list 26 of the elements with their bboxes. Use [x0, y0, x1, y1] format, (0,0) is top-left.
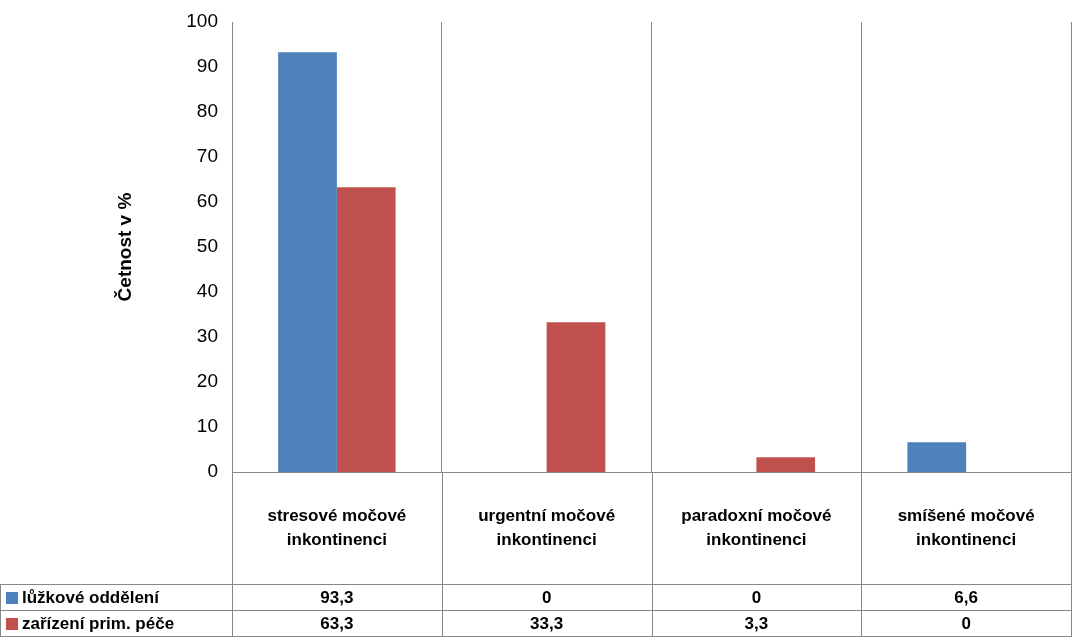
y-tick-label: 20 [196, 370, 218, 392]
y-tick-label: 30 [196, 325, 218, 347]
y-tick-label: 60 [196, 190, 218, 212]
legend-label: zařízení prim. péče [22, 613, 175, 633]
x-tick-label: paradoxní močové inkontinenci [681, 505, 832, 549]
y-axis-title: Četnost v % [113, 192, 135, 302]
data-label: 63,3 [320, 613, 354, 633]
y-tick-label: 100 [186, 10, 218, 32]
y-tick-label: 50 [196, 235, 218, 257]
data-label: 0 [541, 587, 552, 607]
y-tick-label: 70 [196, 145, 218, 167]
data-label: 6,6 [954, 587, 978, 607]
y-tick-label: 80 [196, 100, 218, 122]
legend-label: lůžkové oddělení [22, 587, 161, 607]
data-label: 0 [961, 613, 971, 633]
data-label: 93,3 [320, 587, 354, 607]
x-tick-label: urgentní močové inkontinenci [478, 505, 616, 549]
y-tick-label: 0 [207, 460, 218, 482]
data-label: 3,3 [744, 613, 769, 633]
y-tick-label: 40 [196, 280, 218, 302]
y-tick-label: 10 [196, 415, 218, 437]
x-tick-label: stresové močové inkontinenci [267, 505, 407, 549]
x-tick-label: smíšené močové inkontinenci [897, 505, 1035, 549]
y-tick-label: 90 [196, 55, 218, 77]
data-label: 33,3 [530, 613, 564, 633]
data-label: 0 [751, 587, 762, 607]
